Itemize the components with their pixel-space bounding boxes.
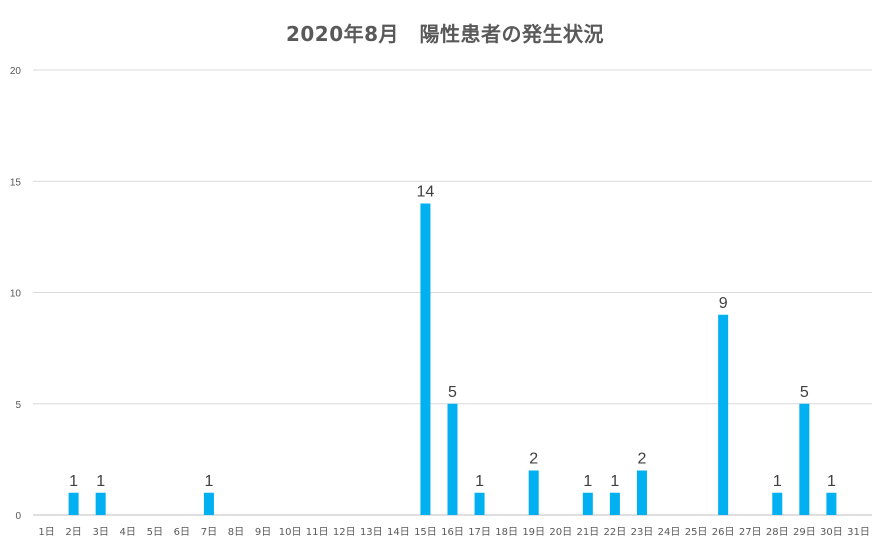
- data-label: 1: [610, 473, 619, 490]
- chart-title: 2020年8月 陽性患者の発生状況: [285, 22, 605, 46]
- x-tick-label: 20日: [549, 527, 572, 538]
- bar: [95, 492, 106, 515]
- data-label: 14: [417, 184, 435, 201]
- data-label: 1: [583, 473, 592, 490]
- x-tick-label: 12日: [333, 527, 356, 538]
- bar: [203, 492, 214, 515]
- x-tick-label: 7日: [201, 527, 217, 538]
- y-tick-label: 5: [15, 400, 21, 411]
- bar: [718, 314, 729, 515]
- x-tick-label: 17日: [468, 527, 491, 538]
- bar: [447, 403, 458, 515]
- bar: [799, 403, 810, 515]
- bar: [68, 492, 79, 515]
- bar: [772, 492, 783, 515]
- x-tick-label: 26日: [712, 527, 735, 538]
- x-tick-label: 24日: [658, 527, 681, 538]
- bar: [528, 470, 539, 515]
- y-tick-label: 10: [10, 289, 22, 300]
- x-tick-label: 29日: [793, 527, 816, 538]
- data-label: 1: [204, 473, 213, 490]
- x-tick-label: 13日: [360, 527, 383, 538]
- data-label: 1: [827, 473, 836, 490]
- x-tick-label: 15日: [414, 527, 437, 538]
- x-tick-label: 5日: [147, 527, 163, 538]
- x-tick-label: 2日: [65, 527, 81, 538]
- x-tick-label: 9日: [255, 527, 271, 538]
- data-label: 9: [719, 295, 728, 312]
- bar: [826, 492, 837, 515]
- x-tick-label: 23日: [631, 527, 654, 538]
- x-tick-label: 21日: [576, 527, 599, 538]
- y-tick-label: 20: [10, 66, 22, 77]
- x-tick-label: 14日: [387, 527, 410, 538]
- data-label: 2: [529, 451, 538, 468]
- x-tick-label: 6日: [174, 527, 190, 538]
- x-tick-label: 30日: [820, 527, 843, 538]
- data-label: 5: [448, 384, 457, 401]
- bar: [609, 492, 620, 515]
- bar: [474, 492, 485, 515]
- bar: [582, 492, 593, 515]
- x-tick-label: 3日: [92, 527, 108, 538]
- x-tick-label: 25日: [685, 527, 708, 538]
- bar: [636, 470, 647, 515]
- x-tick-label: 11日: [306, 527, 329, 538]
- bar: [420, 203, 431, 515]
- x-tick-label: 31日: [847, 527, 870, 538]
- x-tick-label: 22日: [604, 527, 627, 538]
- x-tick-label: 19日: [522, 527, 545, 538]
- x-tick-label: 4日: [120, 527, 136, 538]
- x-tick-label: 16日: [441, 527, 464, 538]
- data-label: 5: [800, 384, 809, 401]
- x-tick-label: 10日: [279, 527, 302, 538]
- x-tick-label: 28日: [766, 527, 789, 538]
- data-label: 1: [475, 473, 484, 490]
- x-tick-label: 27日: [739, 527, 762, 538]
- y-tick-label: 0: [15, 511, 21, 522]
- x-tick-label: 18日: [495, 527, 518, 538]
- x-tick-label: 1日: [38, 527, 54, 538]
- y-tick-label: 15: [10, 177, 22, 188]
- data-label: 1: [69, 473, 78, 490]
- data-label: 2: [637, 451, 646, 468]
- data-label: 1: [773, 473, 782, 490]
- data-label: 1: [96, 473, 105, 490]
- x-tick-label: 8日: [228, 527, 244, 538]
